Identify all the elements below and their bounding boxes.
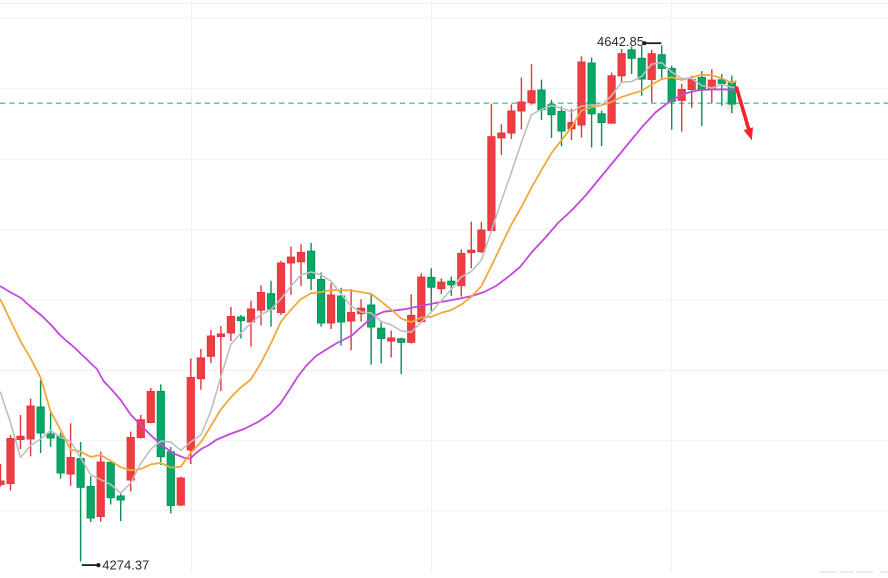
svg-text:4642.85: 4642.85	[597, 34, 644, 49]
svg-text:4274.37: 4274.37	[102, 558, 149, 573]
